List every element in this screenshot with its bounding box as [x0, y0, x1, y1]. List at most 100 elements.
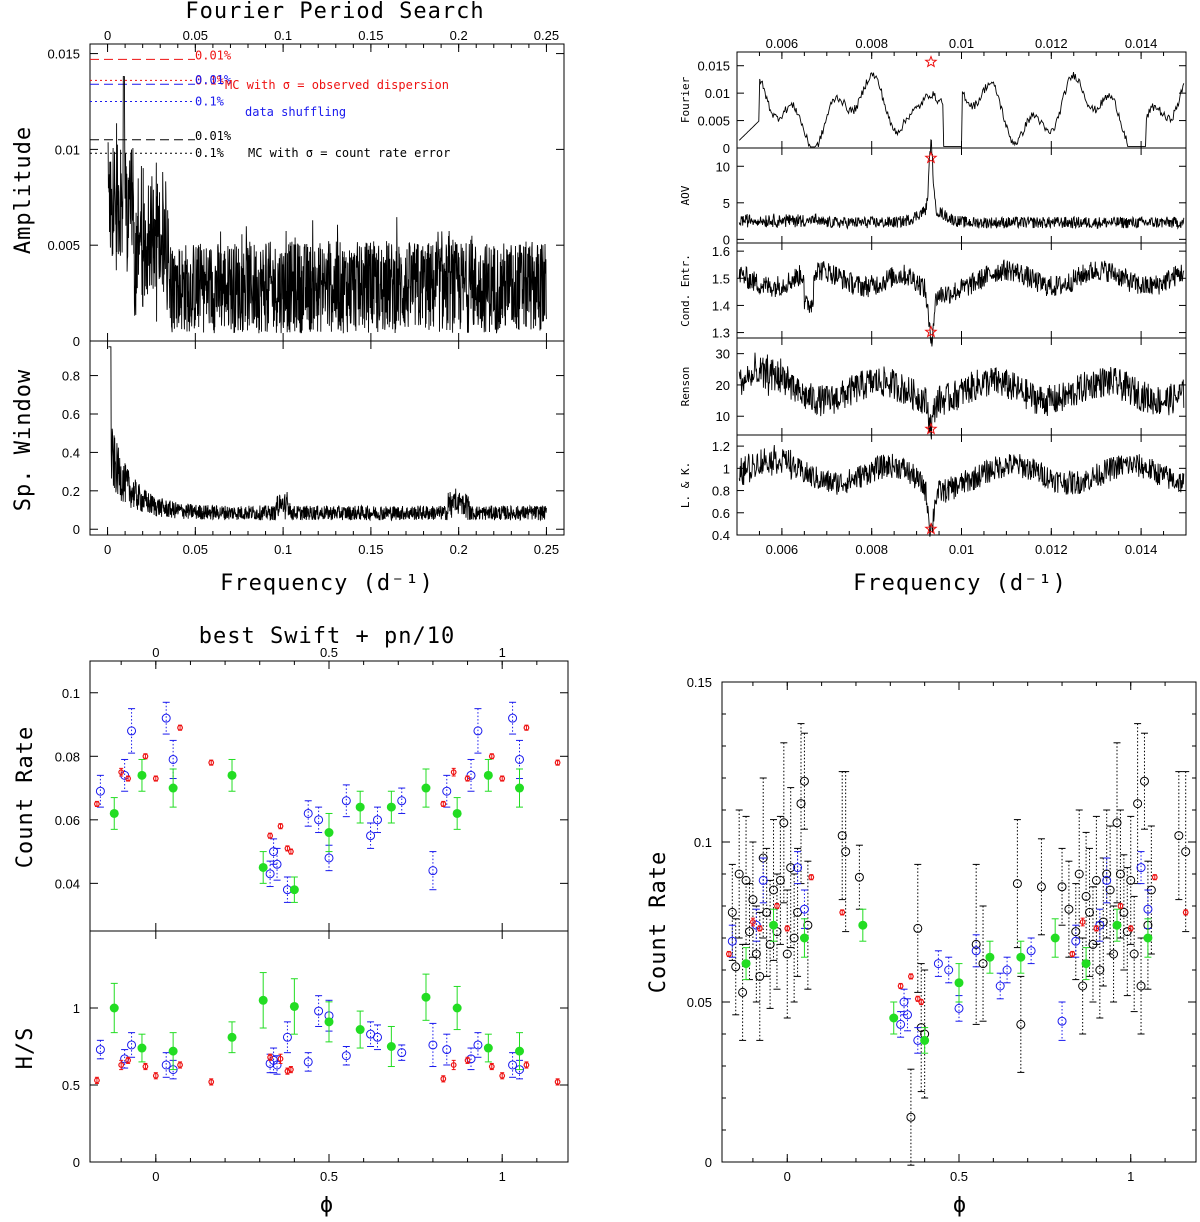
methods-y-tick-label: 1.6: [712, 244, 730, 259]
count-rate-ylabel: Count Rate: [13, 726, 38, 868]
cr-y-tick-label: 0.1: [62, 686, 80, 701]
data-point-red: [499, 1072, 506, 1079]
folded-points: [94, 701, 561, 1086]
data-point-blue: [120, 770, 130, 780]
methods-x-tick-label-bottom: 0.014: [1125, 542, 1158, 557]
data-point-red: [914, 995, 921, 1002]
all-y-tick-label: 0: [705, 1155, 712, 1170]
data-point-black: [837, 831, 847, 841]
data-point-red: [1127, 925, 1134, 932]
methods-y-tick-label: 0.005: [697, 114, 730, 129]
data-point-red: [464, 775, 471, 782]
data-point-red: [450, 1062, 457, 1068]
hs-y-tick-label: 0: [73, 1155, 80, 1170]
data-point-green: [355, 802, 365, 812]
data-point-black: [1181, 847, 1191, 857]
threshold-label-red: 0.1%: [195, 73, 225, 87]
data-point-blue: [515, 754, 525, 764]
data-point-red: [1151, 874, 1158, 881]
data-point-blue: [120, 1054, 130, 1064]
data-point-black: [1119, 907, 1129, 917]
data-point-red: [142, 753, 149, 760]
methods-y-tick-label: 1.3: [712, 326, 730, 341]
data-point-black: [782, 949, 792, 959]
method-ylabel: Cond. Entr.: [679, 254, 692, 327]
data-point-red: [554, 1079, 561, 1085]
data-point-blue: [428, 1040, 438, 1050]
data-point-black: [731, 962, 741, 972]
data-point-blue: [303, 1057, 313, 1067]
methods-xlabel: Frequency (d⁻¹): [853, 571, 1067, 596]
data-point-black: [1036, 882, 1046, 892]
x-tick-label-top: 0.25: [534, 28, 559, 43]
data-point-red: [277, 823, 284, 830]
data-point-blue: [265, 869, 275, 879]
best-frequency-star: [924, 522, 938, 535]
win-y-tick-label: 0.2: [62, 484, 80, 499]
all-ticks: 0 0.5 1 0 0.05 0.1 0.15: [687, 675, 1196, 1184]
data-point-black: [1129, 949, 1139, 959]
folded-x-tick-label-top: 0: [152, 645, 159, 660]
all-x-tick-label: 0.5: [950, 1169, 968, 1184]
all-points: [725, 723, 1191, 1166]
x-tick-label-bottom: 0.15: [358, 542, 383, 557]
data-point-red: [897, 983, 904, 989]
data-point-green: [483, 770, 493, 780]
method-trace-Fourier: [738, 72, 1185, 148]
x-tick-label-top: 0.1: [274, 28, 292, 43]
data-point-black: [748, 895, 758, 905]
data-point-blue: [758, 875, 768, 885]
methods-panel: 0.006 0.006 0.008 0.008 0.01 0.01 0.012 0.012 0.…: [679, 36, 1187, 596]
data-point-black: [1057, 882, 1067, 892]
data-point-green: [227, 770, 237, 780]
methods-y-tick-label: 0.6: [712, 506, 730, 521]
data-point-black: [1174, 831, 1184, 841]
threshold-label-blue: 0.1%: [195, 94, 225, 108]
data-point-red: [1079, 919, 1086, 925]
data-point-black: [1016, 1019, 1026, 1029]
data-point-black: [744, 927, 754, 937]
data-point-black: [1095, 965, 1105, 975]
data-point-red: [523, 724, 530, 731]
data-point-green: [1050, 933, 1060, 943]
cr-y-tick-label: 0.04: [55, 876, 80, 891]
x-tick-label-bottom: 0.25: [534, 542, 559, 557]
data-point-green: [741, 959, 751, 969]
data-point-blue: [944, 965, 954, 975]
data-point-blue: [954, 1003, 964, 1013]
data-point-green: [483, 1043, 493, 1053]
data-point-green: [109, 808, 119, 818]
data-point-blue: [896, 1019, 906, 1029]
best-frequency-star: [924, 151, 938, 164]
fourier-ticks: 0 0 0.05 0.05 0.1 0.1 0.15 0.15 0.2 0.2 0.25 0.25 0 0…: [47, 28, 564, 557]
data-point-blue: [127, 726, 137, 736]
methods-y-tick-label: 30: [716, 347, 730, 362]
all-y-tick-label: 0.1: [694, 835, 712, 850]
data-point-blue: [161, 1060, 171, 1070]
data-point-red: [284, 845, 291, 852]
data-point-blue: [127, 1040, 137, 1050]
data-point-blue: [324, 853, 334, 863]
data-point-black: [789, 933, 799, 943]
data-point-red: [118, 1062, 125, 1068]
data-point-red: [152, 1072, 159, 1079]
methods-x-tick-label-bottom: 0.008: [855, 542, 888, 557]
data-point-red: [908, 973, 914, 980]
methods-y-tick-label: 0: [723, 232, 730, 247]
data-point-black: [1115, 869, 1125, 879]
data-point-blue: [161, 713, 171, 723]
data-point-green: [386, 1042, 396, 1051]
data-point-green: [769, 920, 779, 930]
data-point-red: [177, 1062, 183, 1068]
data-point-red: [267, 1054, 274, 1061]
data-point-blue: [508, 1060, 518, 1070]
data-point-blue: [473, 1040, 483, 1050]
data-point-black: [906, 1112, 916, 1122]
data-point-black: [841, 847, 851, 857]
data-point-red: [499, 775, 506, 782]
hs-axes: [89, 930, 569, 1163]
data-point-red: [287, 1066, 294, 1073]
data-point-black: [1074, 869, 1084, 879]
data-point-blue: [727, 936, 737, 946]
